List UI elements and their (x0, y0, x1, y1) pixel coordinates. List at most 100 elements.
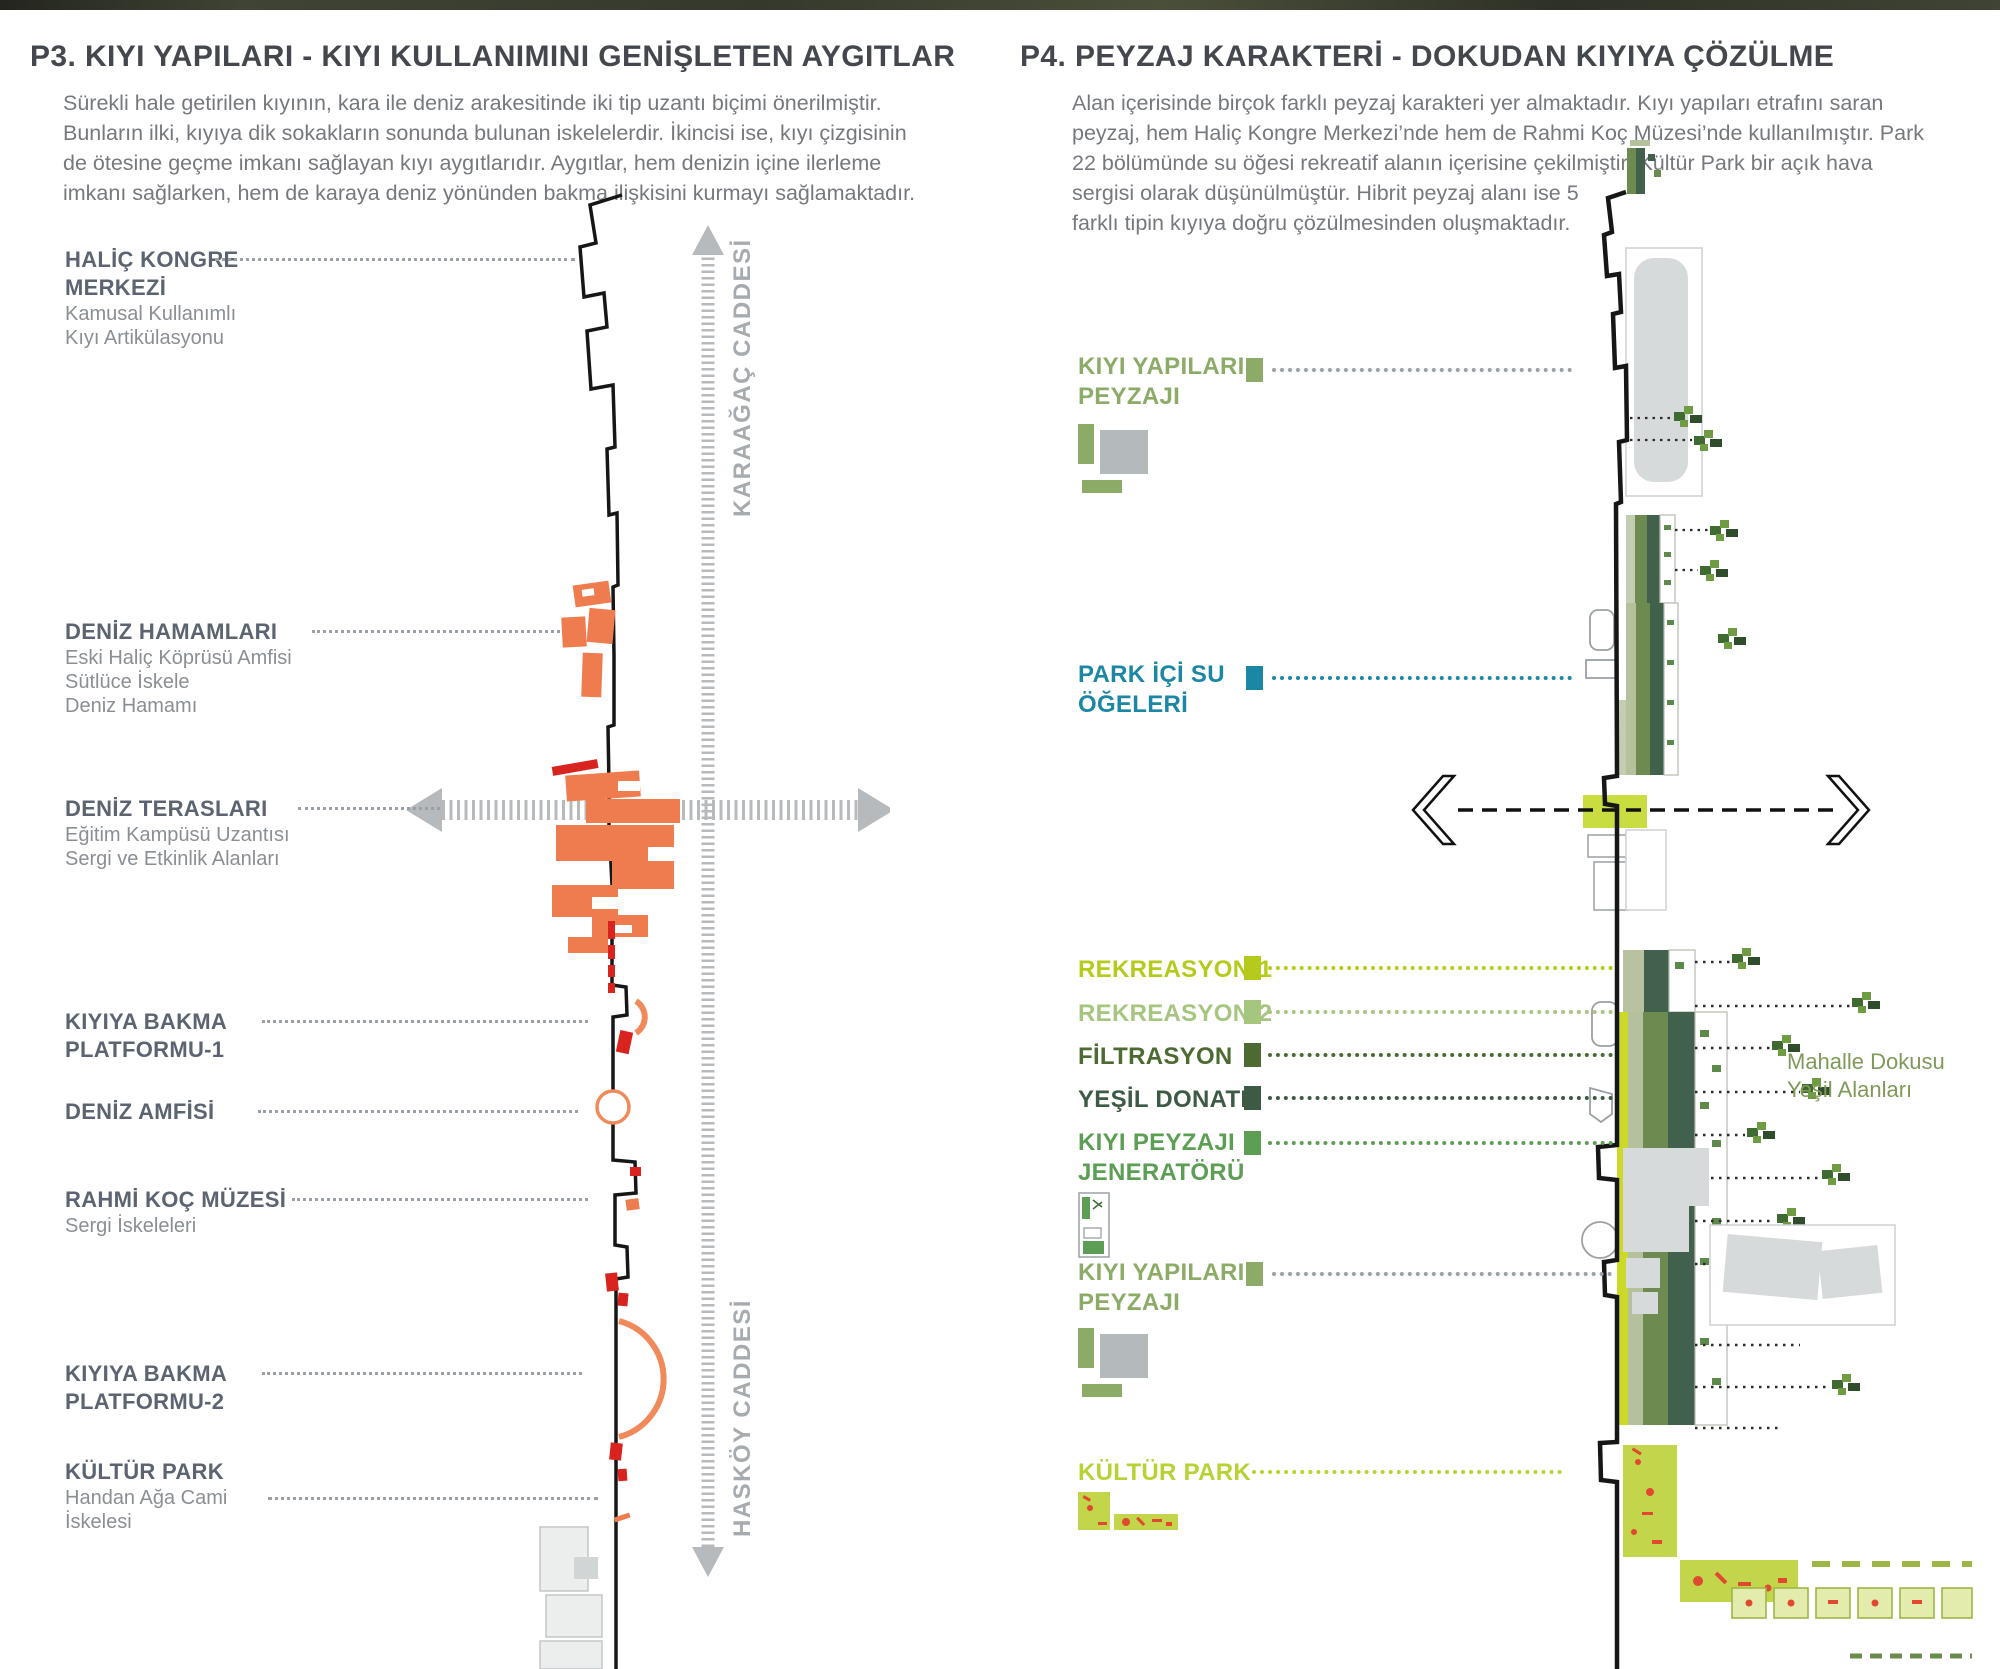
legend-leader (1272, 368, 1572, 372)
right-panel-title: P4. PEYZAJ KARAKTERİ - DOKUDAN KIYIYA ÇÖ… (1020, 40, 1835, 73)
label-sub: Kamusal Kullanımlı (65, 303, 237, 325)
right-paragraph-line: farklı tipin kıyıya doğru çözülmesinden … (1072, 211, 1571, 235)
label-sub: İskelesi (65, 1511, 132, 1533)
leader-bakma-platformu-1 (262, 1020, 588, 1023)
legend-kiyi-peyzaji-jeneratoru: KIYI PEYZAJI JENERATÖRÜ (1078, 1128, 1273, 1188)
label-bakma-platformu-1: KIYIYA BAKMA PLATFORMU-1 (65, 1008, 295, 1064)
label-halic-kongre-merkezi: HALİÇ KONGRE MERKEZİ Kamusal Kullanımlı … (65, 246, 295, 350)
label-sub: Sergi ve Etkinlik Alanları (65, 848, 280, 870)
label-title: DENİZ TERASLARI (65, 796, 268, 821)
label-deniz-amfisi: DENİZ AMFİSİ (65, 1098, 295, 1126)
left-paragraph-line: Bunların ilki, kıyıya dik sokakların son… (63, 121, 907, 145)
street-label-haskoy: HASKÖY CADDESİ (729, 1299, 756, 1537)
left-paragraph-line: Sürekli hale getirilen kıyının, kara ile… (63, 91, 882, 115)
kiyi-yapilari-icon (1078, 1328, 1156, 1405)
legend-label: REKREASYON-2 (1078, 1000, 1273, 1027)
upper-tree-clusters (1630, 416, 1708, 572)
left-paragraph: Sürekli hale getirilen kıyının, kara ile… (63, 88, 915, 208)
kongre-building (1625, 247, 1703, 497)
museum-buildings (1623, 1148, 1896, 1326)
mid-strips-2 (1618, 602, 1679, 776)
legend-rekreasyon-2: REKREASYON-2 (1078, 999, 1273, 1029)
leader-deniz-amfisi (258, 1110, 578, 1113)
bottom-buildings (539, 1526, 603, 1669)
leader-rahmi-koc (292, 1198, 588, 1201)
label-sub: Sütlüce İskele (65, 671, 190, 693)
deniz-amfisi-circle (595, 1089, 631, 1125)
arrow-left-icon (406, 788, 442, 832)
bakma-platformu-1-shapes (615, 998, 648, 1055)
label-deniz-teraslari: DENİZ TERASLARI Eğitim Kampüsü Uzantısı … (65, 795, 295, 871)
label-title: HALİÇ KONGRE MERKEZİ (65, 247, 239, 300)
arrow-up-icon (692, 225, 724, 255)
tree-cluster-icon (1852, 992, 1880, 1013)
label-title: KIYIYA BAKMA PLATFORMU-2 (65, 1361, 227, 1414)
chevron-left-icon (1411, 774, 1457, 846)
label-deniz-hamamlari: DENİZ HAMAMLARI Eski Haliç Köprüsü Amfis… (65, 618, 295, 718)
leader-bakma-platformu-2 (262, 1372, 582, 1375)
section-arrow-horizontal (406, 788, 890, 832)
right-paragraph-line: peyzaj, hem Haliç Kongre Merkezi’nde hem… (1072, 121, 1925, 145)
legend-rekreasyon-1: REKREASYON-1 (1078, 955, 1273, 985)
legend-swatch (1244, 1131, 1261, 1155)
legend-leader (1268, 1053, 1613, 1057)
leader-deniz-teraslari (298, 807, 440, 810)
right-map (1411, 140, 1973, 1669)
legend-kiyi-yapilari-peyzaji-2: KIYI YAPILARI PEYZAJI (1078, 1258, 1273, 1318)
legend-leader (1272, 1272, 1612, 1276)
legend-label: PARK İÇİ SU ÖĞELERİ (1078, 661, 1225, 718)
legend-label: KIYI PEYZAJI JENERATÖRÜ (1078, 1129, 1245, 1186)
label-title: KIYIYA BAKMA PLATFORMU-1 (65, 1009, 227, 1062)
legend-leader (1272, 676, 1572, 680)
legend-yesil-donati: YEŞİL DONATI (1078, 1085, 1273, 1115)
label-title: DENİZ AMFİSİ (65, 1099, 215, 1124)
left-panel-title: P3. KIYI YAPILARI - KIYI KULLANIMINI GEN… (30, 40, 956, 73)
legend-swatch (1246, 666, 1263, 690)
right-paragraph-line: sergisi olarak düşünülmüştür. Hibrit pey… (1072, 181, 1579, 205)
label-sub: Eski Haliç Köprüsü Amfisi (65, 647, 292, 669)
right-paragraph-line: 22 bölümünde su öğesi rekreatif alanın i… (1072, 151, 1873, 175)
bakma-platformu-2-shapes (609, 1318, 667, 1482)
tree-cluster-icon (1718, 628, 1746, 649)
arrow-right-icon (858, 788, 890, 832)
legend-swatch (1246, 1262, 1263, 1286)
label-sub: Kıyı Artikülasyonu (65, 327, 224, 349)
leader-deniz-hamamlari (312, 630, 560, 633)
mahalle-dokusu-annotation: Mahalle Dokusu Yeşil Alanları (1787, 1048, 1945, 1104)
kiyi-yapilari-icon (1078, 424, 1156, 501)
top-strips (1627, 140, 1661, 194)
legend-swatch (1244, 1086, 1261, 1110)
legend-kiyi-yapilari-peyzaji-1: KIYI YAPILARI PEYZAJI (1078, 352, 1273, 412)
legend-label: KÜLTÜR PARK (1078, 1459, 1252, 1486)
label-bakma-platformu-2: KIYIYA BAKMA PLATFORMU-2 (65, 1360, 295, 1416)
label-title: KÜLTÜR PARK (65, 1459, 224, 1484)
tree-cluster-icon (1747, 1122, 1775, 1143)
leader-halic-kongre (215, 258, 575, 261)
label-sub: Eğitim Kampüsü Uzantısı (65, 824, 290, 846)
tree-cluster-icon (1710, 520, 1738, 541)
annotation-line: Yeşil Alanları (1787, 1077, 1913, 1102)
label-title: RAHMİ KOÇ MÜZESİ (65, 1187, 287, 1212)
legend-leader (1268, 966, 1613, 970)
chevron-right-icon (1825, 774, 1871, 846)
legend-swatch (1244, 1043, 1261, 1067)
right-paragraph-line: Alan içerisinde birçok farklı peyzaj kar… (1072, 91, 1884, 115)
tree-cluster-icon (1694, 430, 1722, 451)
deniz-teraslari-shapes (551, 759, 680, 953)
left-map: KARAAĞAÇ CADDESİ HASKÖY CADDESİ (406, 193, 890, 1669)
left-paragraph-line: imkanı sağlarken, hem de karaya deniz yö… (63, 181, 916, 205)
legend-label: FİLTRASYON (1078, 1043, 1233, 1070)
crossing-shapes (1583, 795, 1667, 911)
coastline-path (1595, 189, 1630, 1669)
right-paragraph: Alan içerisinde birçok farklı peyzaj kar… (1072, 88, 1924, 238)
arrow-down-icon (692, 1547, 724, 1577)
kultur-park-area (1623, 1445, 1973, 1659)
legend-leader (1252, 1470, 1562, 1474)
label-rahmi-koc: RAHMİ KOÇ MÜZESİ Sergi İskeleleri (65, 1186, 295, 1238)
label-sub: Sergi İskeleleri (65, 1215, 197, 1237)
label-kultur-park-left: KÜLTÜR PARK Handan Ağa Cami İskelesi (65, 1458, 295, 1534)
legend-park-ici-su: PARK İÇİ SU ÖĞELERİ (1078, 660, 1273, 720)
rahmi-koc-shapes (605, 1167, 641, 1307)
label-sub: Deniz Hamamı (65, 695, 198, 717)
